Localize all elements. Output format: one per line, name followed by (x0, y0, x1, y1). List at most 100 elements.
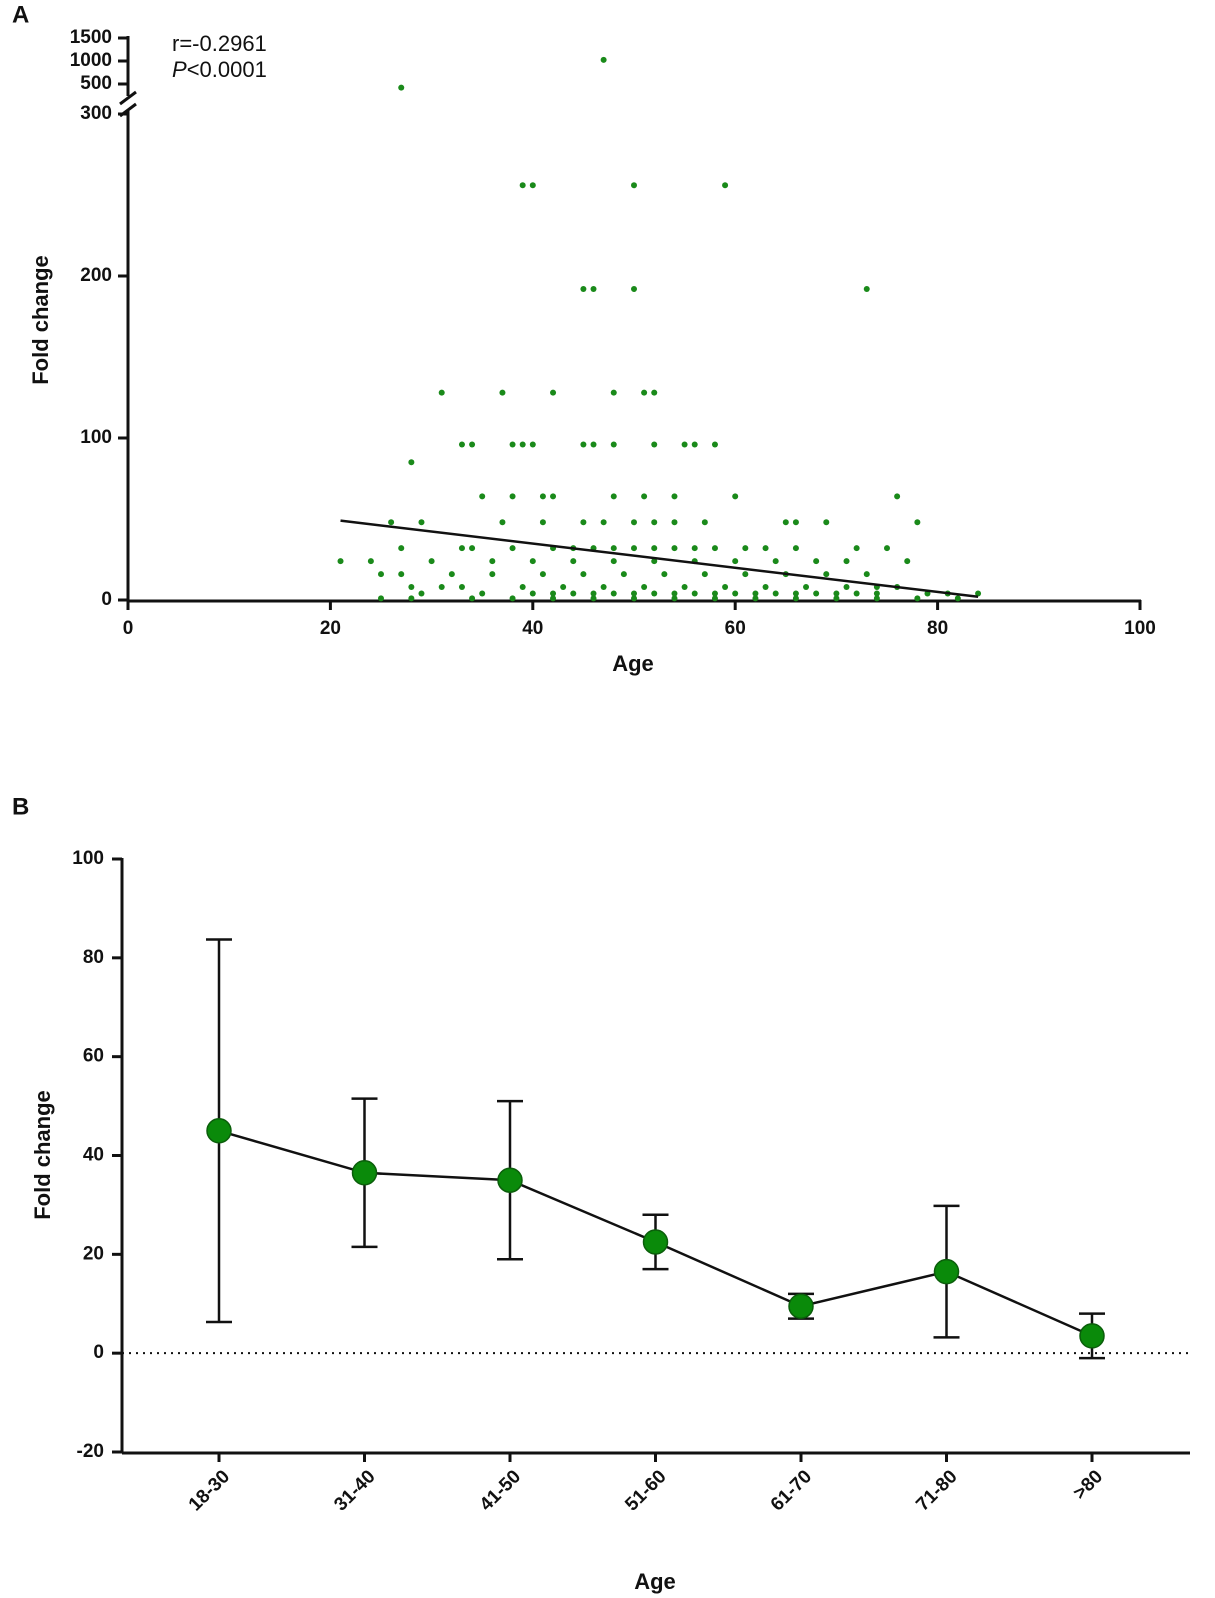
point (954, 595, 961, 602)
point (833, 590, 840, 597)
y-axis-title: Fold change (30, 1090, 55, 1220)
point (722, 182, 729, 189)
x-tick-label: 18-30 (185, 1466, 234, 1515)
point (691, 545, 698, 552)
point (590, 441, 597, 448)
point (732, 590, 739, 597)
panel-label: B (12, 793, 29, 820)
point (610, 545, 617, 552)
point (519, 441, 526, 448)
point (600, 584, 607, 591)
point (843, 558, 850, 565)
y-tick-label: 1500 (70, 27, 112, 48)
point (631, 595, 637, 602)
point (529, 441, 536, 448)
point (560, 584, 567, 591)
point (509, 595, 516, 602)
point (489, 571, 496, 578)
point (337, 558, 344, 565)
point (458, 584, 465, 591)
point (651, 590, 658, 597)
marker (788, 1293, 814, 1319)
point (600, 56, 607, 63)
point (398, 545, 405, 552)
point (600, 519, 607, 526)
point (651, 519, 658, 526)
point (732, 493, 739, 500)
y-tick-label: 0 (101, 589, 112, 610)
point (762, 584, 769, 591)
point (894, 493, 901, 500)
point (448, 571, 455, 578)
point (701, 519, 708, 526)
point (631, 182, 637, 189)
point (651, 441, 658, 448)
point (762, 545, 769, 552)
point (641, 584, 648, 591)
point (550, 595, 557, 602)
point (671, 545, 678, 552)
x-tick-label: 0 (123, 618, 134, 639)
point (408, 459, 415, 466)
point (580, 519, 587, 526)
fit-line (340, 519, 979, 599)
axis-break (119, 90, 137, 106)
y-tick-label: 40 (83, 1145, 104, 1166)
point (499, 389, 506, 396)
y-tick-label: 80 (83, 947, 104, 968)
point (732, 558, 739, 565)
point (863, 571, 870, 578)
y-tick-label: 20 (83, 1243, 104, 1264)
point (742, 545, 749, 552)
x-tick-label: 51-60 (621, 1466, 670, 1515)
point (590, 285, 597, 292)
point (378, 595, 384, 602)
marker (642, 1229, 669, 1255)
point (509, 545, 516, 552)
point (671, 590, 678, 597)
annotation: P<0.0001 (172, 57, 267, 82)
point (469, 545, 476, 552)
point (772, 590, 779, 597)
point (519, 182, 526, 189)
point (792, 590, 799, 597)
point (701, 571, 708, 578)
point (873, 590, 880, 597)
point (408, 595, 415, 602)
point (408, 584, 415, 591)
point (378, 571, 384, 578)
point (388, 519, 395, 526)
point (529, 590, 536, 597)
point (671, 595, 678, 602)
x-tick-label: 20 (320, 618, 341, 639)
point (863, 285, 870, 292)
point (620, 571, 627, 578)
point (631, 285, 637, 292)
point (418, 590, 425, 597)
x-tick-label: 80 (927, 618, 948, 639)
point (651, 545, 658, 552)
y-axis-title: Fold change (28, 255, 53, 385)
point (884, 545, 890, 552)
point (631, 519, 637, 526)
point (823, 519, 830, 526)
point (610, 441, 617, 448)
point (792, 595, 799, 602)
point (792, 545, 799, 552)
point (914, 519, 921, 526)
point (539, 519, 546, 526)
point (641, 389, 648, 396)
point (469, 595, 476, 602)
y-tick-label: 300 (80, 103, 112, 124)
point (610, 590, 617, 597)
point (590, 590, 597, 597)
point (681, 584, 688, 591)
point (398, 84, 405, 91)
x-axis-title: Age (634, 1569, 676, 1594)
point (711, 545, 718, 552)
point (873, 595, 880, 602)
point (489, 558, 496, 565)
x-tick-label: 31-40 (330, 1466, 379, 1515)
point (914, 595, 921, 602)
